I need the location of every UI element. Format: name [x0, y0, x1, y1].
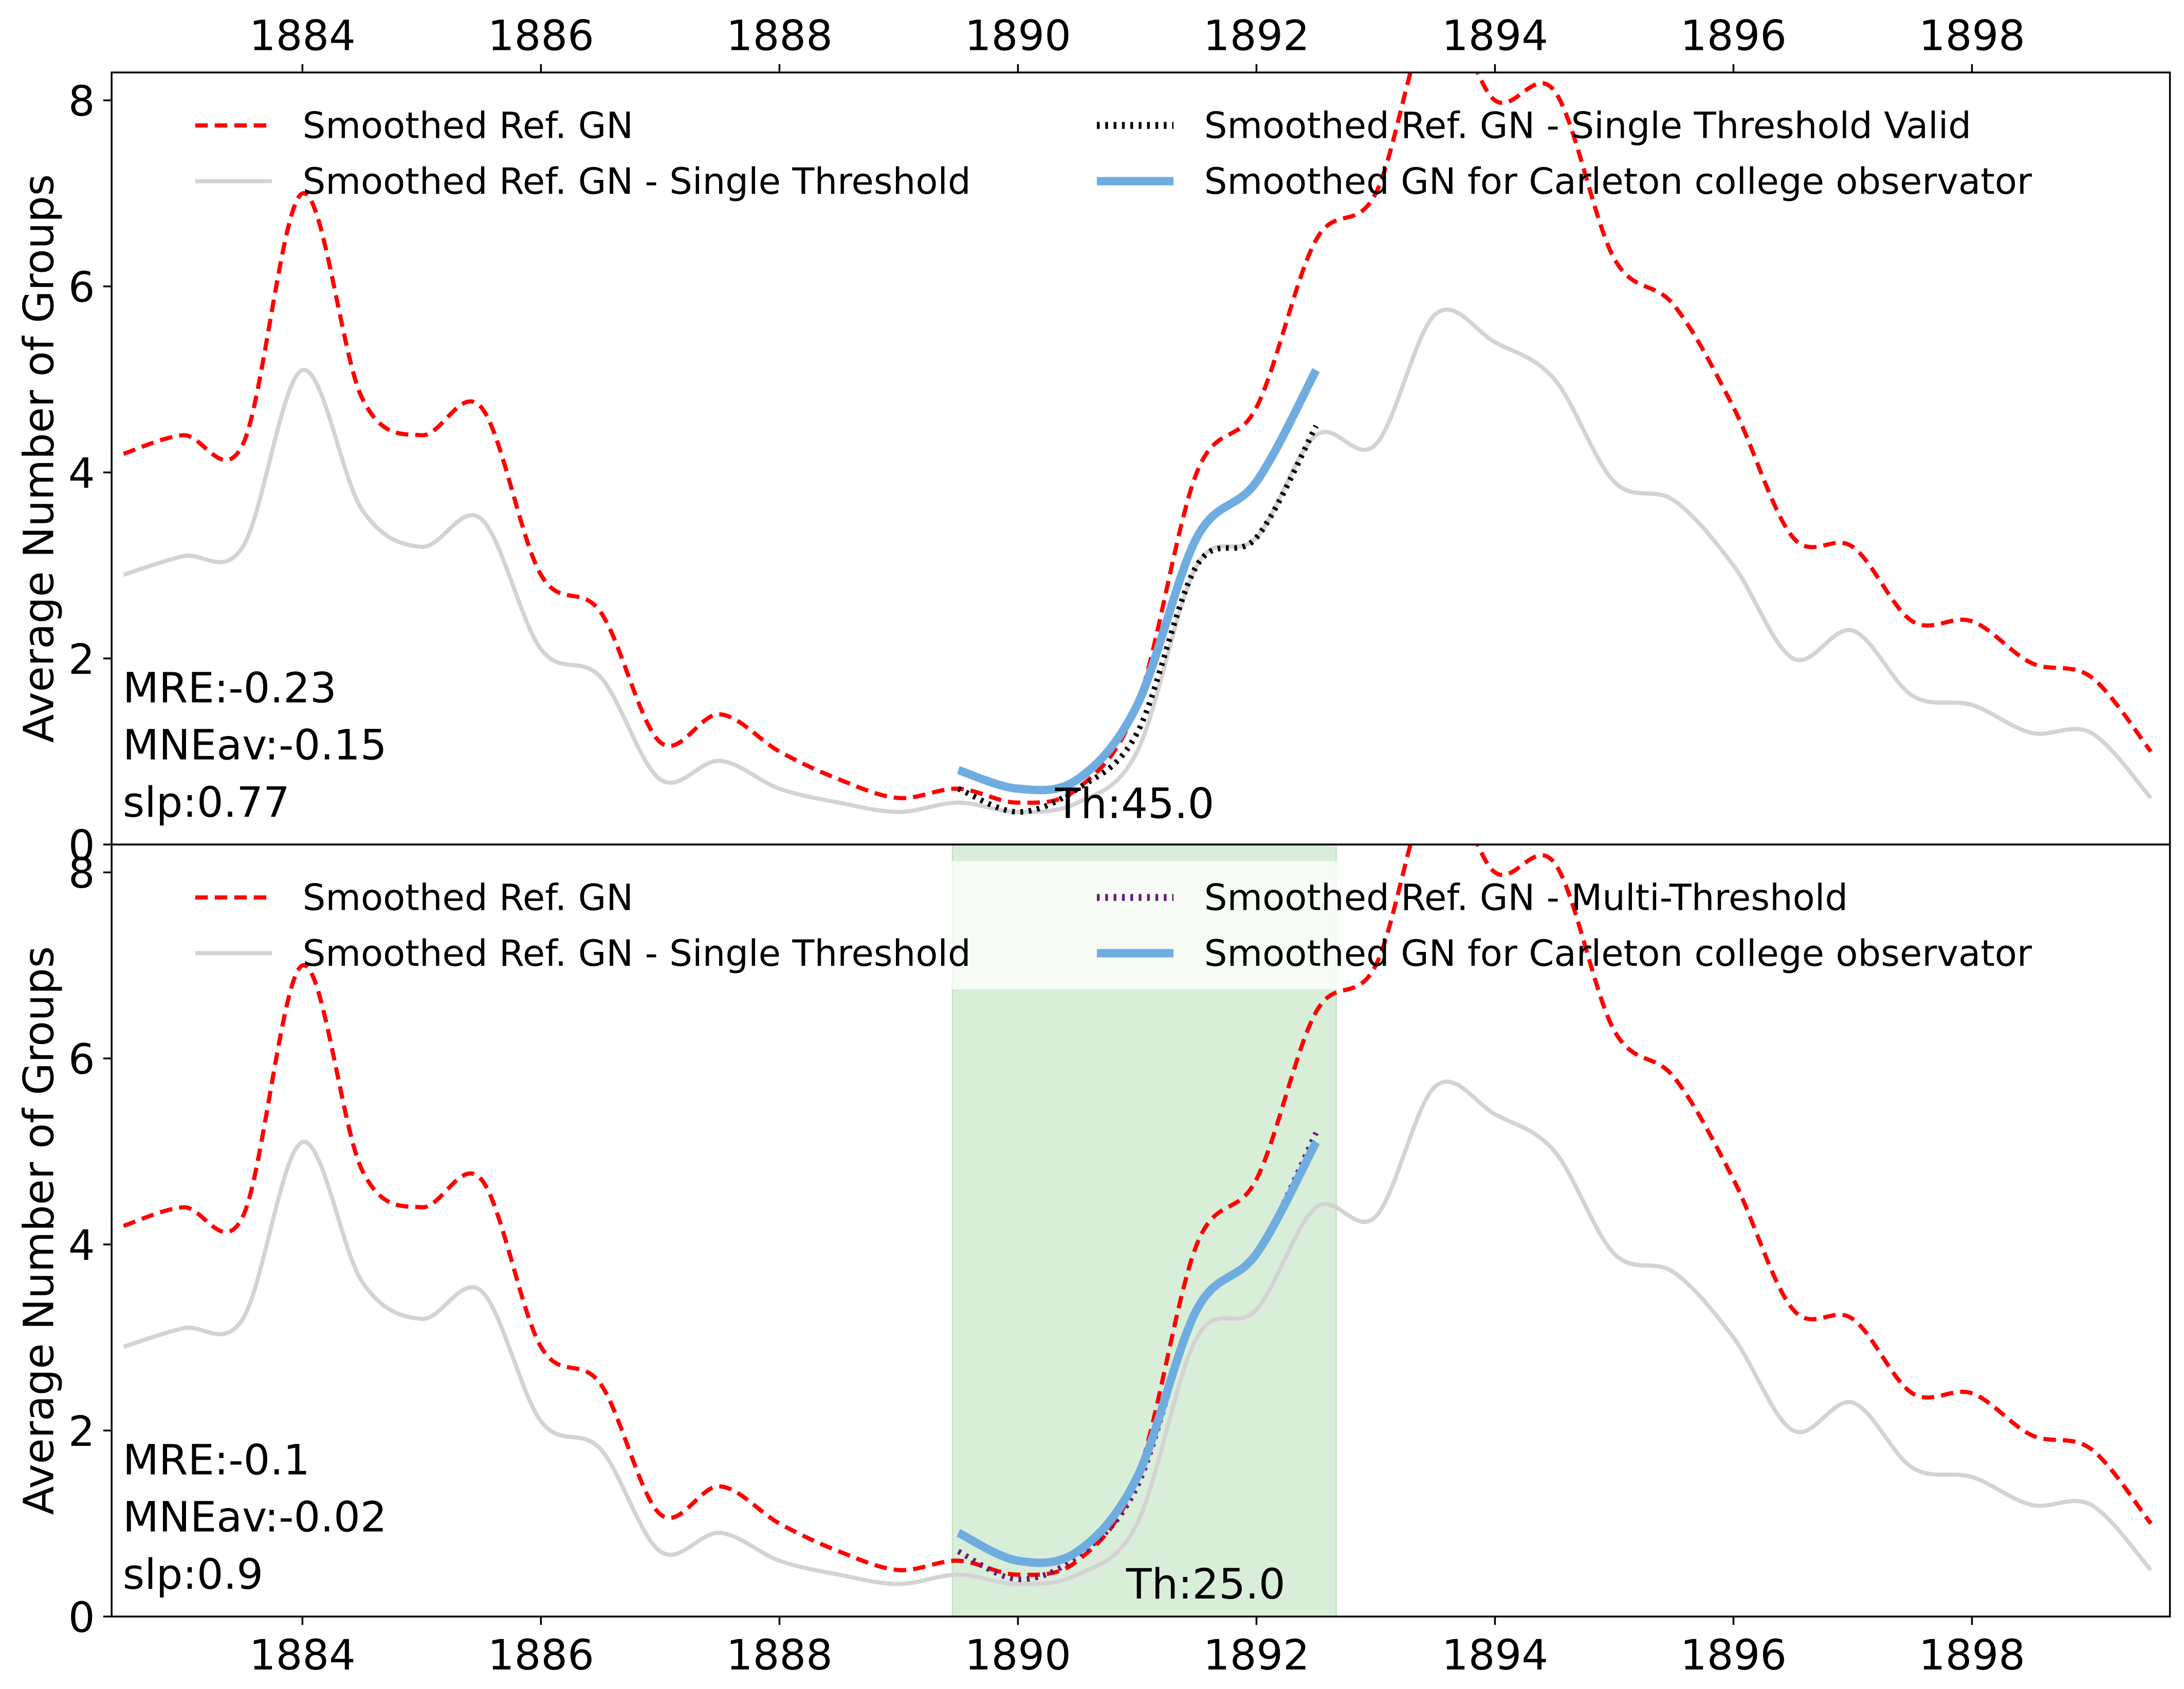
legend-label: Smoothed GN for Carleton college observa…: [1204, 160, 2032, 203]
y-tick-label: 2: [68, 1408, 95, 1456]
x-tick-label: 1892: [1203, 1631, 1310, 1680]
x-tick-label: 1890: [965, 12, 1071, 61]
series-line: [123, 1079, 2153, 1586]
x-tick-label: 1886: [488, 1631, 594, 1680]
x-tick-label: 1896: [1680, 12, 1787, 61]
annotation: MRE:-0.1: [123, 1436, 310, 1484]
x-tick-label: 1886: [488, 12, 594, 61]
plot-area: [123, 844, 2153, 1586]
plot-area: [123, 72, 2153, 815]
legend-label: Smoothed Ref. GN - Multi-Threshold: [1204, 876, 1848, 919]
legend-label: Smoothed Ref. GN - Single Threshold: [303, 160, 971, 203]
annotation: MNEav:-0.15: [123, 722, 387, 770]
series-line: [123, 307, 2153, 814]
x-tick-label: 1884: [249, 1631, 356, 1680]
legend-label: Smoothed Ref. GN: [303, 876, 633, 919]
y-tick-label: 0: [68, 822, 95, 870]
x-tick-label: 1892: [1203, 12, 1310, 61]
x-tick-label: 1888: [726, 12, 833, 61]
y-tick-label: 0: [68, 1594, 95, 1642]
x-tick-label: 1888: [726, 1631, 833, 1680]
x-tick-label: 1894: [1442, 1631, 1548, 1680]
axes-frame: [111, 843, 2171, 1618]
y-tick-label: 4: [68, 450, 95, 498]
series-line: [956, 1140, 1320, 1567]
legend-label: Smoothed GN for Carleton college observa…: [1204, 932, 2032, 975]
legend-label: Smoothed Ref. GN - Single Threshold Vali…: [1204, 104, 1971, 146]
threshold-label: Th:45.0: [1055, 780, 1215, 828]
annotation: slp:0.77: [123, 779, 290, 827]
legend-box: [181, 89, 2105, 217]
annotation: MRE:-0.23: [123, 664, 337, 712]
x-tick-label: 1896: [1680, 1631, 1787, 1680]
series-line: [957, 368, 1320, 795]
annotation: MNEav:-0.02: [123, 1494, 387, 1542]
y-tick-label: 8: [68, 78, 95, 126]
legend-label: Smoothed Ref. GN - Single Threshold: [303, 932, 971, 975]
x-tick-label: 1898: [1919, 1631, 2025, 1680]
x-tick-label: 1894: [1442, 12, 1548, 61]
y-tick-label: 6: [68, 1036, 95, 1084]
y-tick-label: 6: [68, 264, 95, 312]
legend-box: [181, 861, 2105, 989]
y-tick-label: 2: [68, 636, 95, 684]
y-tick-label: 8: [68, 850, 95, 898]
y-axis-label: Average Number of Groups: [15, 946, 63, 1515]
annotation: slp:0.9: [123, 1551, 263, 1599]
y-axis-label: Average Number of Groups: [15, 174, 63, 743]
y-tick-label: 4: [68, 1222, 95, 1270]
x-tick-label: 1890: [965, 1631, 1071, 1680]
series-line: [957, 425, 1319, 815]
threshold-label: Th:25.0: [1126, 1561, 1286, 1609]
legend-label: Smoothed Ref. GN: [303, 104, 633, 146]
x-tick-label: 1898: [1919, 12, 2025, 61]
x-tick-label: 1884: [249, 12, 356, 61]
